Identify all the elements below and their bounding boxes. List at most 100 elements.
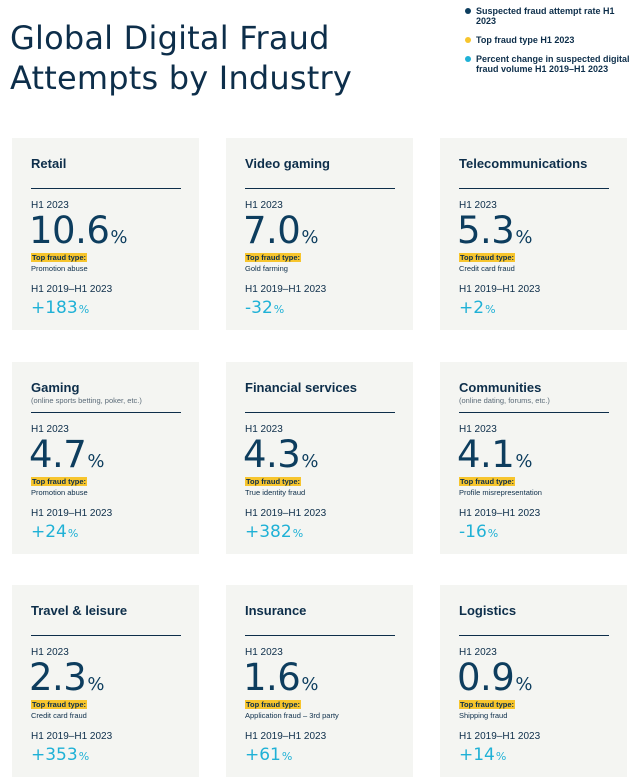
fraud-rate-number: 10.6 [29,209,110,252]
percent-sign: % [110,227,128,248]
percent-sign: % [273,303,285,316]
divider [459,188,609,189]
percent-change-number: +2 [459,298,485,318]
top-fraud-type-label: Top fraud type: [31,477,88,486]
cyan-dot-icon [465,56,471,62]
percent-change-value: +14% [459,745,506,767]
percent-sign: % [487,527,499,540]
legend-item-label: Top fraud type H1 2023 [476,35,575,45]
top-fraud-type-value: Promotion abuse [31,264,88,273]
divider [31,412,181,413]
rate-period-label: H1 2023 [245,424,283,435]
percent-sign: % [485,303,496,316]
fraud-rate-value: 0.9% [457,658,532,705]
top-fraud-type-value: Credit card fraud [31,711,87,720]
rate-period-label: H1 2023 [459,200,497,211]
top-fraud-type-label: Top fraud type: [31,253,88,262]
legend-item-label: Percent change in suspected digital frau… [476,54,630,74]
top-fraud-type-value: Gold farming [245,264,288,273]
legend-item-fraud-type: Top fraud type H1 2023 [464,35,632,45]
yellow-dot-icon [465,37,471,43]
industry-card-financial-services: Financial services H1 2023 4.3% Top fraud t… [226,362,413,554]
divider [31,188,181,189]
percent-change-number: +382 [245,522,292,542]
divider [31,635,181,636]
fraud-rate-number: 4.7 [29,433,87,476]
divider [459,412,609,413]
percent-sign: % [78,303,90,316]
industry-card-retail: Retail H1 2023 10.6% Top fraud type: Promoti… [12,138,199,330]
change-period-label: H1 2019–H1 2023 [459,284,541,295]
percent-sign: % [281,750,293,763]
top-fraud-type-label: Top fraud type: [245,477,302,486]
fraud-rate-value: 1.6% [243,658,318,705]
fraud-rate-value: 4.7% [29,435,104,482]
fraud-rate-number: 0.9 [457,656,515,699]
top-fraud-type-label: Top fraud type: [459,477,516,486]
change-period-label: H1 2019–H1 2023 [459,731,541,742]
top-fraud-type-value: Application fraud – 3rd party [245,711,339,720]
percent-change-number: -16 [459,522,487,542]
change-period-label: H1 2019–H1 2023 [31,731,113,742]
industry-name: Insurance [245,603,307,618]
change-period-label: H1 2019–H1 2023 [245,284,327,295]
percent-sign: % [87,451,105,472]
fraud-rate-number: 4.1 [457,433,515,476]
rate-period-label: H1 2023 [245,200,283,211]
industry-card-communities: Communities (online dating, forums, etc.)… [440,362,627,554]
fraud-rate-value: 4.1% [457,435,532,482]
title-line-2: Attempts by Industry [10,59,353,97]
legend-item-label: Suspected fraud attempt rate H1 2023 [476,6,615,26]
industry-card-insurance: Insurance H1 2023 1.6% Top fraud type: Appli… [226,585,413,777]
top-fraud-type-value: Credit card fraud [459,264,515,273]
industry-name: Telecommunications [459,156,588,171]
industry-card-video-gaming: Video gaming H1 2023 7.0% Top fraud type: Go… [226,138,413,330]
rate-period-label: H1 2023 [31,647,69,658]
fraud-rate-value: 5.3% [457,211,532,258]
industry-name: Travel & leisure [31,603,128,618]
percent-change-value: +2% [459,298,496,320]
top-fraud-type-value: True identity fraud [245,488,306,497]
percent-sign: % [515,227,533,248]
percent-change-value: +382% [245,522,303,544]
industry-name: Logistics [459,603,517,618]
top-fraud-type-label: Top fraud type: [245,253,302,262]
rate-period-label: H1 2023 [245,647,283,658]
fraud-rate-value: 10.6% [29,211,128,258]
industry-name: Retail [31,156,67,171]
industry-name: Video gaming [245,156,330,171]
industry-name: Financial services [245,380,358,395]
fraud-rate-value: 4.3% [243,435,318,482]
percent-sign: % [78,750,90,763]
dark-dot-icon [465,8,471,14]
divider [245,412,395,413]
top-fraud-type-value: Promotion abuse [31,488,88,497]
percent-sign: % [87,674,105,695]
legend-item-rate: Suspected fraud attempt rate H1 2023 [464,6,632,26]
percent-change-number: +24 [31,522,67,542]
change-period-label: H1 2019–H1 2023 [245,508,327,519]
percent-sign: % [67,527,79,540]
change-period-label: H1 2019–H1 2023 [31,508,113,519]
rate-period-label: H1 2023 [459,647,497,658]
percent-change-number: -32 [245,298,273,318]
percent-change-number: +14 [459,745,495,765]
fraud-rate-number: 7.0 [243,209,301,252]
percent-sign: % [301,227,319,248]
fraud-rate-number: 1.6 [243,656,301,699]
industry-subtitle: (online dating, forums, etc.) [459,396,550,405]
top-fraud-type-label: Top fraud type: [459,700,516,709]
change-period-label: H1 2019–H1 2023 [459,508,541,519]
percent-sign: % [495,750,507,763]
top-fraud-type-label: Top fraud type: [459,253,516,262]
top-fraud-type-label: Top fraud type: [31,700,88,709]
divider [459,635,609,636]
top-fraud-type-label: Top fraud type: [245,700,302,709]
top-fraud-type-value: Profile misrepresentation [459,488,542,497]
industry-card-telecommunications: Telecommunications H1 2023 5.3% Top fraud t… [440,138,627,330]
rate-period-label: H1 2023 [31,200,69,211]
percent-change-number: +183 [31,298,78,318]
industry-card-logistics: Logistics H1 2023 0.9% Top fraud type: Shipp… [440,585,627,777]
percent-sign: % [301,674,319,695]
industry-card-gaming: Gaming (online sports betting, poker, etc… [12,362,199,554]
